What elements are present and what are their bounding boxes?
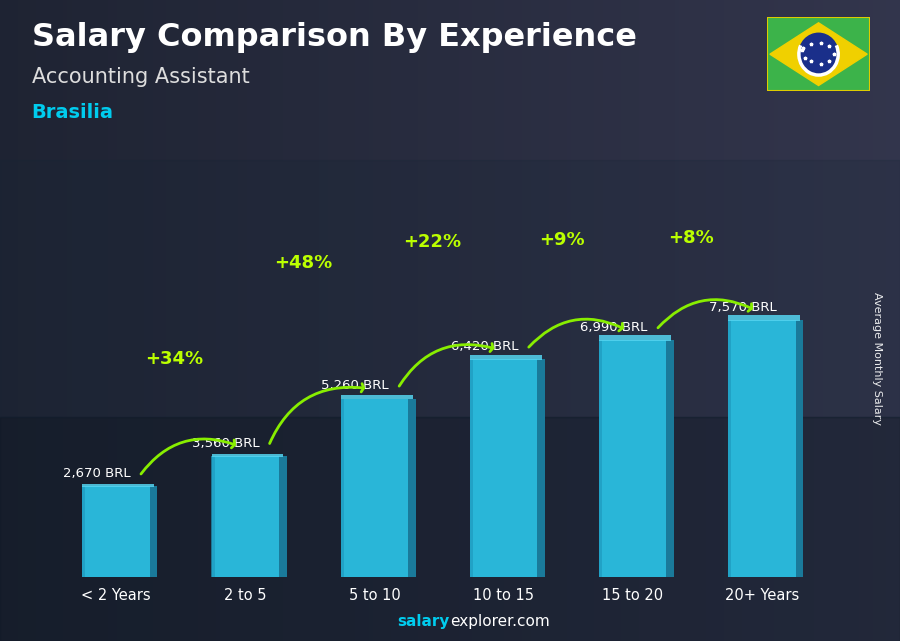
Text: Accounting Assistant: Accounting Assistant xyxy=(32,67,249,87)
Text: Salary Comparison By Experience: Salary Comparison By Experience xyxy=(32,22,636,53)
Text: salary: salary xyxy=(398,614,450,629)
Text: 6,420 BRL: 6,420 BRL xyxy=(451,340,518,353)
Text: +34%: +34% xyxy=(145,350,203,368)
Bar xyxy=(537,360,545,577)
Bar xyxy=(83,487,149,577)
Bar xyxy=(470,360,537,577)
Bar xyxy=(82,487,86,577)
Bar xyxy=(212,456,279,577)
Text: +48%: +48% xyxy=(274,254,332,272)
Bar xyxy=(408,399,416,577)
Bar xyxy=(599,335,671,341)
Text: +22%: +22% xyxy=(403,233,462,251)
Text: explorer.com: explorer.com xyxy=(450,614,550,629)
Bar xyxy=(212,456,214,577)
Bar xyxy=(796,320,804,577)
Bar xyxy=(341,399,408,577)
Text: +9%: +9% xyxy=(539,231,585,249)
Bar xyxy=(470,360,473,577)
Bar xyxy=(212,454,284,456)
Bar xyxy=(340,399,344,577)
Circle shape xyxy=(799,33,838,75)
Bar xyxy=(728,320,796,577)
Bar xyxy=(599,340,666,577)
Bar xyxy=(470,354,542,360)
Text: +8%: +8% xyxy=(668,229,714,247)
Bar xyxy=(279,456,286,577)
Text: 3,560 BRL: 3,560 BRL xyxy=(192,437,260,450)
Text: Brasilia: Brasilia xyxy=(32,103,113,122)
Text: 7,570 BRL: 7,570 BRL xyxy=(709,301,777,314)
Bar xyxy=(598,340,602,577)
Text: 5,260 BRL: 5,260 BRL xyxy=(321,379,389,392)
Bar xyxy=(728,315,800,321)
Bar xyxy=(341,395,413,399)
Bar xyxy=(149,487,158,577)
Polygon shape xyxy=(770,23,868,85)
Bar xyxy=(728,320,732,577)
Bar xyxy=(83,484,154,487)
Bar xyxy=(666,340,674,577)
Text: 2,670 BRL: 2,670 BRL xyxy=(63,467,130,480)
Text: 6,990 BRL: 6,990 BRL xyxy=(580,320,647,334)
Text: Average Monthly Salary: Average Monthly Salary xyxy=(872,292,883,426)
